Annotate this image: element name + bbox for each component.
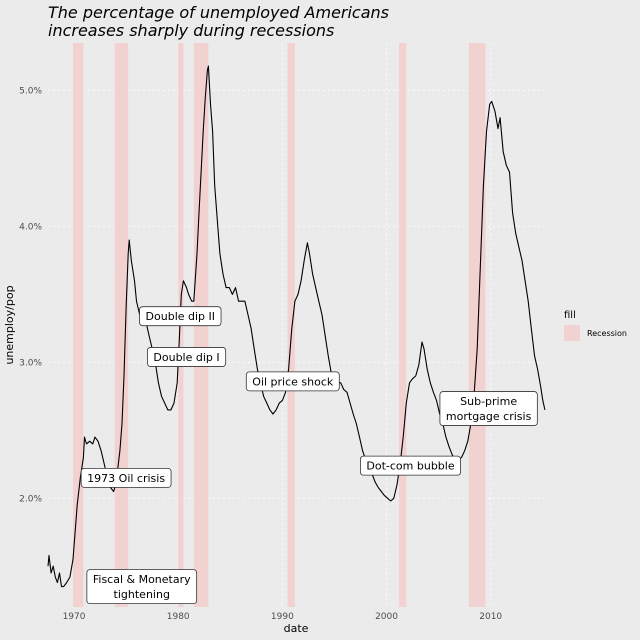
- annotation-box: [147, 347, 227, 367]
- recession-band: [287, 43, 295, 607]
- x-tick-label: 1990: [271, 612, 294, 622]
- annotation-text: 1973 Oil crisis: [87, 472, 165, 485]
- annotation: Fiscal & Monetary tightening: [86, 569, 198, 605]
- annotation-box: [245, 371, 340, 392]
- chart-title-line-1: The percentage of unemployed Americans: [48, 3, 389, 22]
- annotation: 1973 Oil crisis: [80, 467, 172, 488]
- annotation-box: [359, 455, 462, 476]
- annotation-box: [86, 569, 198, 605]
- x-tick-label: 2000: [375, 612, 398, 622]
- x-axis-title: date: [284, 622, 309, 635]
- annotation-text: Sub-prime: [460, 395, 517, 408]
- annotation: Double dip II: [139, 306, 222, 327]
- annotation-box: [80, 467, 172, 488]
- annotation-text: tightening: [114, 588, 170, 601]
- legend-swatch-recession: [564, 325, 580, 341]
- annotation: Double dip I: [147, 347, 227, 367]
- annotation-text: Dot-com bubble: [366, 460, 454, 473]
- recession-band: [73, 43, 84, 607]
- y-tick-label: 4.0%: [19, 222, 42, 232]
- plot-area: 1970 1980 1990 2000 2010 2.0% 3.0% 4.0% 5.0% Fisc…: [19, 43, 548, 622]
- recession-band: [399, 43, 407, 607]
- annotation-box: [439, 391, 538, 426]
- legend-title: fill: [564, 310, 576, 321]
- y-tick-label: 5.0%: [19, 87, 42, 97]
- annotation: Oil price shock: [245, 371, 340, 392]
- annotation-text: Oil price shock: [252, 375, 334, 388]
- annotation-text: mortgage crisis: [446, 410, 532, 423]
- annotation: Dot-com bubble: [359, 455, 462, 476]
- chart-title-line-2: increases sharply during recessions: [48, 21, 334, 40]
- y-tick-label: 2.0%: [19, 494, 42, 504]
- recession-band: [468, 43, 486, 607]
- annotation-text: Double dip II: [146, 310, 215, 323]
- y-tick-label: 3.0%: [19, 358, 42, 368]
- legend-label-recession: Recession: [587, 329, 627, 338]
- x-tick-label: 1970: [63, 612, 86, 622]
- legend: fill Recession: [564, 310, 627, 341]
- annotation-text: Fiscal & Monetary: [93, 573, 191, 586]
- annotation-box: [139, 306, 222, 327]
- recession-band: [114, 43, 129, 607]
- annotation-text: Double dip I: [153, 351, 219, 364]
- y-axis-title: unemploy/pop: [3, 285, 16, 364]
- x-tick-label: 2010: [479, 612, 502, 622]
- annotation: Sub-prime mortgage crisis: [439, 391, 538, 426]
- x-tick-label: 1980: [167, 612, 190, 622]
